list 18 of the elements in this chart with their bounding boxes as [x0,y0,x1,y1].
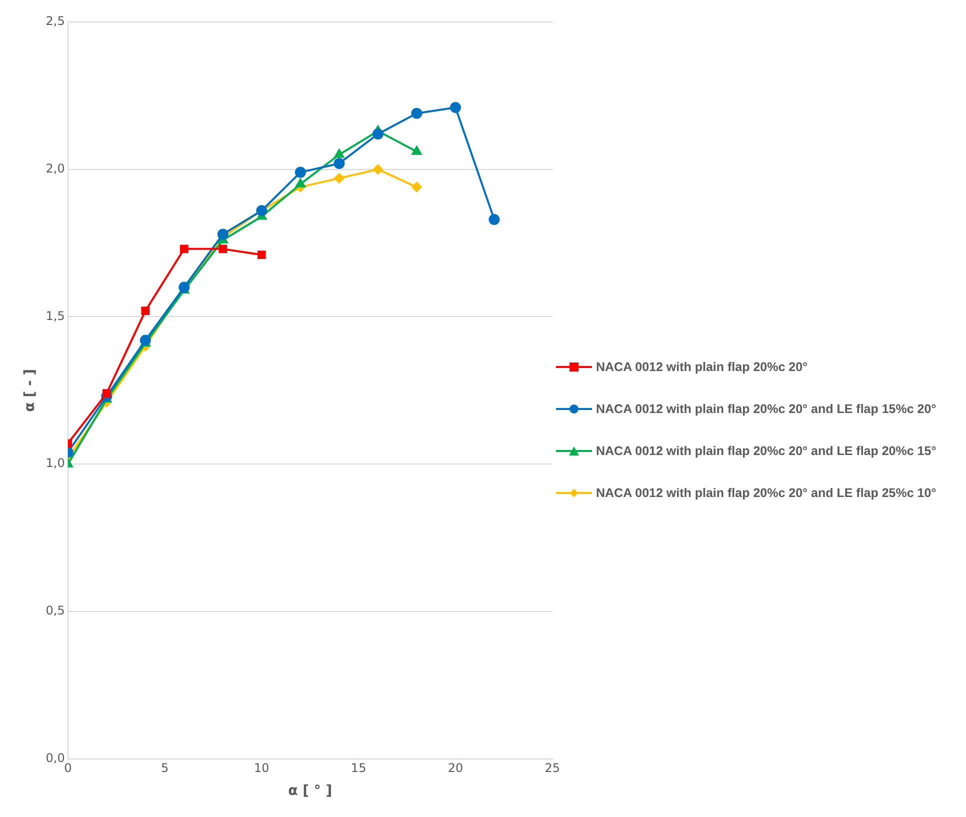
x-axis-title: α [ ° ] [288,783,332,800]
y-tick-label: 1,5 [46,308,65,323]
legend-label: NACA 0012 with plain flap 20%c 20° and LE flap 15%c 20° [596,402,936,416]
y-tick-label: 2,5 [46,14,65,28]
y-tick-label: 1,0 [46,456,65,470]
x-tick-label: 10 [254,761,270,776]
legend-label: NACA 0012 with plain flap 20%c 20° and LE flap 25%c 10° [596,486,936,500]
y-tick-label: 0,0 [46,750,65,765]
y-tick-label: 0,5 [46,604,65,618]
x-tick-label: 15 [350,761,366,776]
legend-label: NACA 0012 with plain flap 20%c 20° and LE flap 20%c 15° [596,444,936,458]
x-tick-label: 5 [160,761,169,776]
legend-label: NACA 0012 with plain flap 20%c 20° [596,360,808,374]
y-tick-label: 2,0 [46,161,65,176]
y-axis-title: α [ - ] [22,368,38,412]
x-tick-label: 0 [64,761,72,776]
x-tick-label: 20 [448,761,464,776]
x-tick-label: 25 [544,761,560,776]
